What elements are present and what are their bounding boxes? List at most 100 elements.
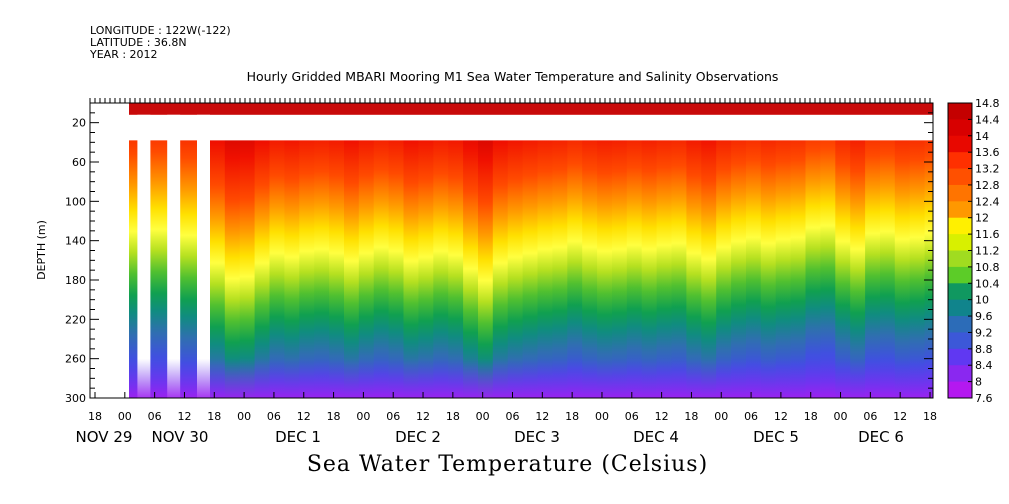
heatmap-warm-fill: [329, 103, 346, 107]
heatmap-column: [760, 103, 778, 398]
colorbar-swatch: [948, 201, 972, 219]
heatmap-column: [612, 103, 629, 398]
colorbar-label: 9.6: [975, 310, 993, 323]
heatmap-warm-fill: [314, 63, 331, 103]
surface-band: [129, 103, 933, 115]
x-tick-label: 18: [88, 410, 102, 423]
x-tick-label: 12: [416, 410, 430, 423]
colorbar-swatch: [948, 119, 972, 137]
x-tick-label: 18: [207, 410, 221, 423]
x-tick-label: 18: [684, 410, 698, 423]
heatmap-warm-fill: [880, 63, 897, 85]
x-day-label: DEC 1: [275, 428, 321, 446]
x-tick-label: 06: [506, 410, 520, 423]
colorbar-swatch: [948, 135, 972, 153]
x-tick-label: 12: [297, 410, 311, 423]
heatmap-warm-fill: [850, 63, 867, 103]
heatmap-warm-fill: [567, 63, 584, 95]
heatmap-column: [686, 103, 704, 398]
heatmap-column: [344, 103, 361, 398]
heatmap-warm-fill: [910, 63, 927, 91]
heatmap-column: [507, 103, 525, 398]
x-tick-label: 00: [356, 410, 370, 423]
heatmap-column: [433, 103, 451, 398]
heatmap-column: [552, 103, 570, 398]
heatmap-column: [746, 103, 763, 398]
heatmap-column: [567, 103, 585, 398]
colorbar-label: 12.8: [975, 179, 1000, 192]
colorbar-label: 10.4: [975, 277, 1000, 290]
colorbar-label: 14.4: [975, 113, 1000, 126]
x-tick-label: 00: [595, 410, 609, 423]
heatmap-column: [403, 103, 421, 398]
x-tick-label: 12: [774, 410, 788, 423]
x-tick-label: 18: [804, 410, 818, 423]
heatmap-warm-fill: [121, 63, 138, 85]
x-day-label: DEC 6: [858, 428, 904, 446]
colorbar-label: 8: [975, 376, 982, 389]
heatmap-warm-fill: [433, 103, 451, 105]
y-tick-label: 140: [65, 235, 86, 248]
colorbar-label: 8.8: [975, 343, 993, 356]
heatmap-column: [224, 115, 242, 398]
heatmap-warm-fill: [269, 103, 287, 107]
x-tick-label: 06: [386, 410, 400, 423]
x-tick-label: 06: [863, 410, 877, 423]
y-tick-label: 20: [72, 117, 86, 130]
x-tick-label: 00: [834, 410, 848, 423]
heatmap-column: [299, 103, 317, 398]
heatmap-warm-fill: [672, 63, 689, 97]
colorbar-swatch: [948, 217, 972, 235]
colorbar-swatch: [948, 250, 972, 268]
y-tick-label: 260: [65, 353, 86, 366]
heatmap-column: [492, 103, 510, 398]
heatmap-column: [671, 103, 689, 398]
heatmap-column: [522, 103, 540, 398]
heatmap-warm-fill: [746, 63, 763, 91]
x-day-label: NOV 29: [76, 428, 133, 446]
x-tick-label: 06: [744, 410, 758, 423]
colorbar-swatch: [948, 381, 972, 399]
x-axis-title: Sea Water Temperature (Celsius): [306, 452, 709, 477]
heatmap-column: [597, 103, 614, 398]
colorbar-swatch: [948, 316, 972, 333]
heatmap-column: [478, 117, 495, 398]
heatmap-column: [537, 103, 555, 398]
heatmap-column: [329, 103, 346, 398]
y-axis-title: DEPTH (m): [35, 220, 48, 280]
missing-data-band: [129, 114, 933, 141]
heatmap-column: [314, 103, 331, 398]
heatmap-warm-fill: [925, 63, 942, 87]
heatmap-column: [790, 103, 808, 398]
colorbar-label: 7.6: [975, 392, 993, 405]
heatmap-column: [418, 103, 436, 398]
x-day-label: DEC 3: [514, 428, 560, 446]
x-tick-label: 06: [625, 410, 639, 423]
heatmap-warm-fill: [388, 103, 406, 105]
colorbar-label: 10.8: [975, 261, 1000, 274]
heatmap-warm-fill: [299, 103, 317, 105]
colorbar-swatch: [948, 152, 972, 170]
heatmap-column: [850, 103, 867, 398]
y-tick-label: 100: [65, 195, 86, 208]
heatmap-warm-fill: [657, 63, 674, 99]
heatmap-column: [129, 103, 138, 398]
heatmap-column: [626, 103, 644, 398]
heatmap-column: [269, 103, 287, 398]
heatmap-warm-fill: [627, 63, 644, 99]
heatmap-warm-fill: [761, 63, 778, 97]
y-tick-label: 220: [65, 313, 86, 326]
colorbar-label: 14: [975, 130, 989, 143]
x-tick-label: 06: [267, 410, 281, 423]
y-tick-label: 300: [65, 392, 86, 405]
colorbar-swatch: [948, 184, 972, 202]
heatmap-column: [865, 103, 882, 398]
colorbar-label: 12: [975, 212, 989, 225]
heatmap-warm-fill: [820, 63, 837, 79]
heatmap-column: [388, 103, 406, 398]
chart-title: Hourly Gridded MBARI Mooring M1 Sea Wate…: [246, 69, 779, 84]
heatmap-column: [820, 103, 838, 398]
heatmap-column: [701, 103, 719, 398]
heatmap-warm-fill: [180, 63, 197, 89]
x-tick-label: 12: [893, 410, 907, 423]
